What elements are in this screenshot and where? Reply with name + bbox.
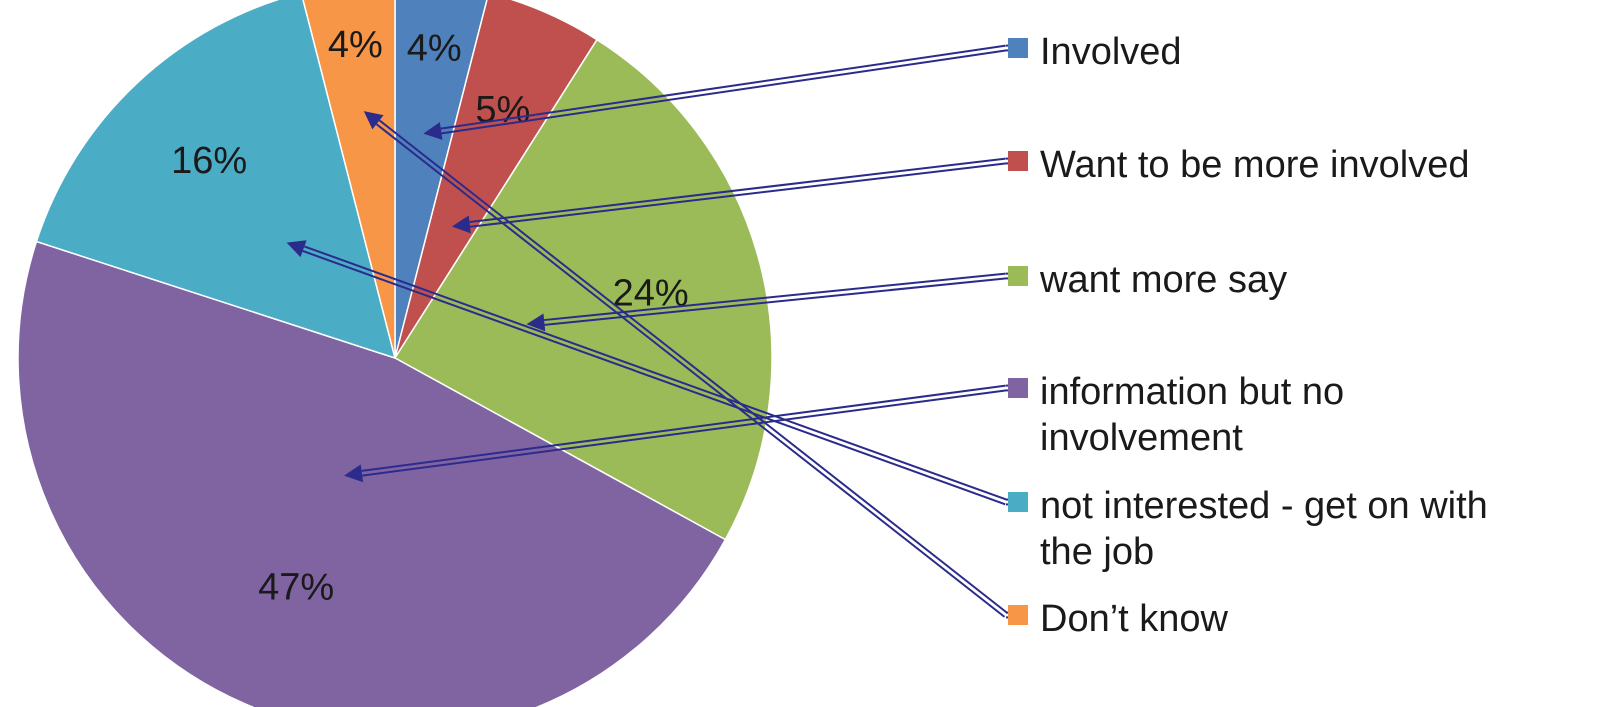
legend-label: Don’t know: [1040, 598, 1229, 640]
legend: Involved Want to be more involved want mor…: [1008, 31, 1488, 640]
slice-label-not-interested-get-on-with-the-job: 16%: [171, 140, 247, 182]
legend-label: information but no: [1040, 371, 1344, 413]
arrow-don-t-know: [363, 111, 1012, 619]
legend-item-want-to-be-more-involved: Want to be more involved: [1008, 144, 1469, 186]
legend-item-want-more-say: want more say: [1008, 259, 1287, 301]
legend-label: want more say: [1039, 259, 1287, 301]
slice-label-want-more-say: 24%: [613, 272, 689, 314]
pie-slice-not-interested-get-on-with-the-job: [35, 0, 397, 360]
legend-swatch: [1008, 492, 1028, 512]
slice-label-information-but-no-involvement: 47%: [258, 566, 334, 608]
slice-labels: 4%5%24%47%16%4%: [171, 24, 688, 609]
pie-slice-want-more-say: [393, 38, 773, 541]
legend-label: the job: [1040, 531, 1154, 573]
legend-item-don-t-know: Don’t know: [1008, 598, 1229, 640]
legend-item-involved: Involved: [1008, 31, 1182, 73]
legend-label: Involved: [1040, 31, 1182, 73]
slice-label-don-t-know: 4%: [328, 24, 383, 66]
pie-slice-don-t-know: [302, 0, 396, 359]
legend-swatch: [1008, 378, 1028, 398]
legend-swatch: [1008, 38, 1028, 58]
legend-label: Want to be more involved: [1040, 144, 1469, 186]
arrow-not-interested-get-on-with-the-job: [286, 240, 1012, 506]
arrow-involved: [423, 44, 1012, 140]
pie-slices: [17, 0, 773, 707]
callout-arrows: [286, 44, 1012, 619]
legend-swatch: [1008, 151, 1028, 171]
legend-swatch: [1008, 605, 1028, 625]
legend-label: not interested - get on with: [1040, 485, 1488, 527]
legend-label: involvement: [1040, 417, 1243, 459]
legend-swatch: [1008, 266, 1028, 286]
slice-label-involved: 4%: [407, 28, 462, 70]
